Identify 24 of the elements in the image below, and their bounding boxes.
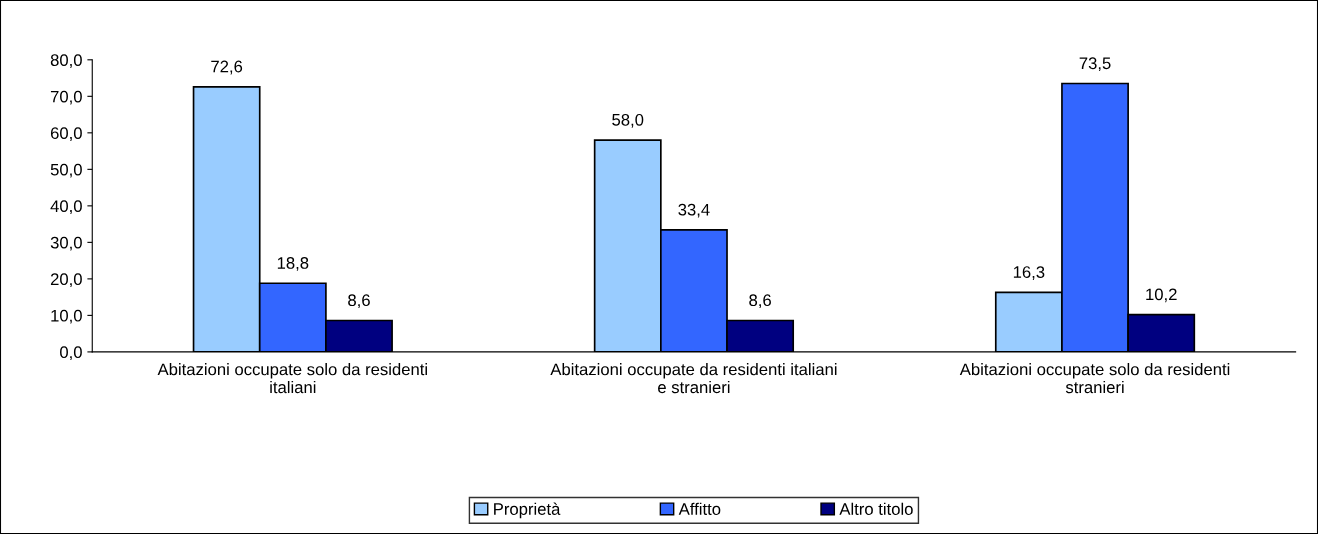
legend-label: Affitto [678, 502, 721, 515]
y-tick-label: 50,0 [50, 163, 82, 178]
data-label: 10,2 [1146, 288, 1177, 303]
y-tick-label: 60,0 [50, 127, 82, 141]
x-tick-label: Abitazioni occupate solo da residenti italiani [157, 363, 427, 394]
data-label: 58,0 [612, 113, 644, 128]
x-tick-label: Abitazioni occupate da residenti italiani e stranieri [550, 363, 837, 394]
y-tick-label: 40,0 [50, 200, 82, 215]
data-label: 8,6 [348, 294, 370, 309]
legend-label: Altro titolo [839, 502, 913, 515]
y-tick-label: 10,0 [51, 309, 82, 324]
y-tick-label: 0,0 [60, 346, 82, 361]
x-tick-label: Abitazioni occupate solo da residenti stranieri [959, 363, 1230, 394]
data-label: 72,6 [211, 60, 243, 75]
data-label: 18,8 [277, 257, 309, 271]
data-label: 8,6 [749, 294, 771, 309]
y-tick-label: 30,0 [50, 236, 82, 251]
y-tick-label: 20,0 [50, 273, 82, 288]
data-label: 73,5 [1079, 57, 1111, 72]
data-label: 33,4 [678, 203, 710, 218]
y-tick-label: 70,0 [50, 90, 82, 105]
legend-label: Proprietà [494, 502, 561, 519]
data-label: 16,3 [1013, 266, 1045, 280]
y-tick-label: 80,0 [50, 54, 82, 68]
